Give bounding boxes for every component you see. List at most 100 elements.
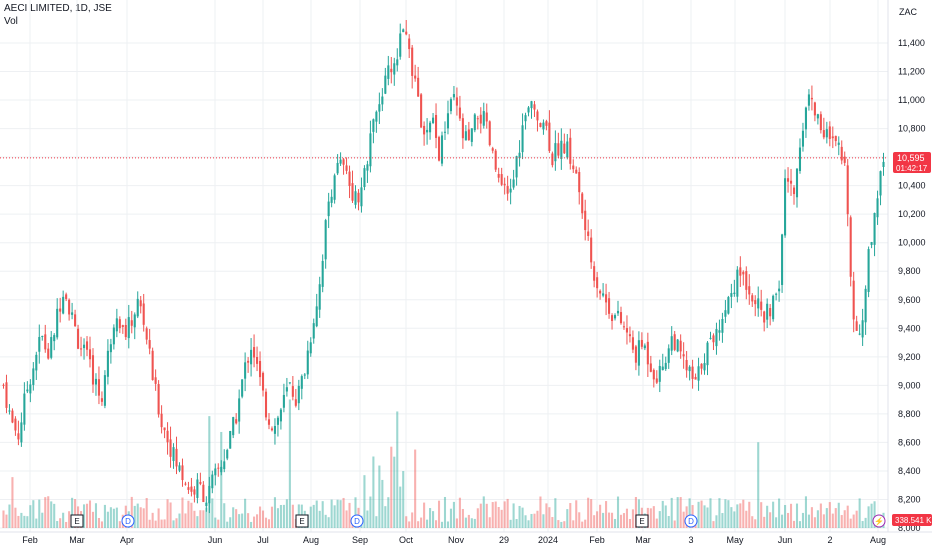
volume-bar: [432, 511, 435, 528]
candle-body: [354, 191, 357, 205]
time-tick-label: Jun: [778, 535, 793, 545]
volume-bar: [288, 399, 291, 528]
volume-bar: [136, 503, 139, 528]
earnings-marker[interactable]: [635, 514, 649, 528]
volume-bar: [50, 501, 53, 528]
price-tick-label: 10,800: [898, 124, 926, 134]
candle-body: [402, 29, 405, 33]
price-badge-value: 10,595: [897, 153, 925, 163]
candle-body: [801, 130, 805, 147]
candle-body: [369, 133, 372, 167]
volume-bar: [870, 503, 873, 528]
volume-bar: [109, 507, 112, 528]
candle-body: [455, 97, 458, 106]
candle-body: [694, 376, 697, 380]
volume-bar: [518, 505, 521, 528]
candle-body: [560, 140, 563, 159]
volume-bar: [411, 512, 414, 528]
candle-body: [467, 129, 470, 141]
volume-bar: [327, 517, 330, 528]
candle-body: [709, 337, 712, 339]
volume-bar: [852, 514, 855, 528]
candle-body: [581, 193, 584, 214]
candle-body: [584, 210, 587, 231]
candle-body: [184, 483, 187, 485]
volume-bar: [658, 511, 661, 528]
candle-body: [458, 107, 461, 119]
volume-bar: [232, 507, 235, 528]
candle-body: [205, 502, 208, 507]
candle-body: [118, 319, 121, 329]
candle-body: [315, 306, 318, 327]
candle-body: [605, 294, 608, 303]
earnings-marker[interactable]: [70, 514, 84, 528]
candle-body: [306, 350, 309, 375]
candle-body: [154, 377, 157, 384]
candle-body: [608, 298, 611, 314]
candle-body: [548, 122, 551, 151]
volume-bar: [193, 510, 196, 528]
volume-bar: [569, 503, 572, 528]
volume-bar: [321, 501, 324, 528]
price-axis-unit[interactable]: ZAC: [899, 7, 918, 17]
volume-bar: [384, 506, 387, 528]
candle-body: [840, 146, 843, 161]
candle-body: [706, 342, 709, 366]
candle-body: [333, 175, 336, 200]
grid: [0, 0, 888, 532]
volume-bar: [742, 499, 745, 528]
volume-bar: [408, 521, 411, 528]
volume-bar: [682, 511, 685, 528]
volume-bar: [816, 510, 819, 528]
candle-body: [778, 288, 781, 292]
volume-bar: [566, 509, 569, 528]
candle-body: [26, 389, 29, 392]
volume-bar: [270, 506, 274, 528]
volume-bar: [47, 496, 50, 528]
volume-bar: [106, 511, 109, 528]
price-tick-label: 10,000: [898, 238, 926, 248]
candle-body: [727, 297, 730, 314]
candle-body: [634, 346, 637, 363]
split-marker[interactable]: [872, 514, 886, 528]
candle-body: [760, 301, 763, 310]
earnings-marker[interactable]: [295, 514, 309, 528]
candle-body: [667, 348, 670, 363]
volume-bar: [229, 517, 232, 528]
candle-body: [578, 172, 581, 193]
price-tick-label: 9,400: [898, 323, 921, 333]
volume-bar: [264, 517, 268, 528]
candle-body: [62, 296, 65, 314]
candle-body: [56, 308, 59, 338]
volume-bar: [190, 502, 193, 528]
volume-bar: [88, 500, 92, 528]
candle-body: [587, 231, 590, 236]
event-marker-symbol: E: [74, 517, 79, 526]
candle-body: [65, 294, 68, 299]
candle-body: [23, 393, 26, 425]
candle-body: [270, 428, 274, 431]
volume-bar: [792, 520, 796, 528]
candle-body: [557, 143, 560, 156]
candle-body: [303, 374, 306, 376]
candle-body: [190, 486, 193, 492]
candle-body: [235, 419, 238, 424]
candle-body: [858, 333, 861, 335]
volume-bar: [673, 520, 676, 528]
volume-bar: [572, 520, 575, 528]
volume-bar: [700, 500, 703, 528]
candle-body: [810, 97, 813, 100]
dividend-marker[interactable]: [684, 514, 698, 528]
volume-bar: [74, 499, 77, 528]
volume-bar: [521, 507, 524, 528]
dividend-marker[interactable]: [121, 514, 135, 528]
candle-body: [279, 409, 282, 422]
volume-bar: [452, 501, 455, 528]
candle-body: [437, 137, 441, 161]
dividend-marker[interactable]: [350, 514, 364, 528]
volume-bar: [14, 507, 17, 528]
volume-bar: [551, 517, 554, 528]
volume-bar: [258, 506, 262, 528]
volume-badge: 338.541 K: [892, 514, 932, 526]
